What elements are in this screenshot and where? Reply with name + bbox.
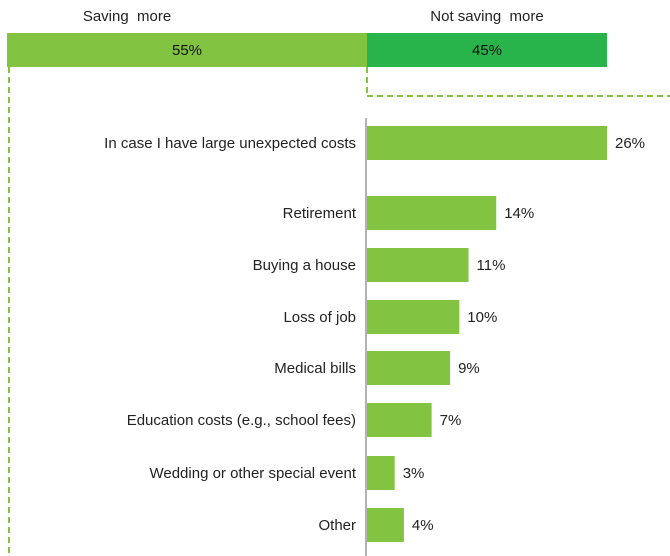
bar xyxy=(367,248,469,282)
bar xyxy=(367,508,404,542)
category-labels: In case I have large unexpected costs Ret… xyxy=(104,135,357,534)
value-label: 14% xyxy=(504,205,534,222)
saving-more-value: 55% xyxy=(171,41,203,59)
dashed-connectors xyxy=(8,67,670,556)
bar xyxy=(367,196,497,230)
not-saving-more-value: 45% xyxy=(471,41,503,59)
category-label: Loss of job xyxy=(283,309,356,326)
bar xyxy=(367,456,395,490)
category-label: Wedding or other special event xyxy=(149,465,356,482)
value-label: 10% xyxy=(467,309,497,326)
value-labels: 26% 14% 11% 10% 9% 7% 3% 4% xyxy=(403,135,645,534)
value-label: 11% xyxy=(477,257,506,274)
not-saving-more-segment: 45% xyxy=(367,33,607,67)
value-label: 26% xyxy=(615,135,645,152)
value-label: 3% xyxy=(403,465,425,482)
bar xyxy=(367,300,460,334)
saving-more-label: Saving more xyxy=(82,8,172,25)
category-label: Buying a house xyxy=(253,257,356,274)
value-label: 4% xyxy=(412,517,434,534)
not-saving-more-label: Not saving more xyxy=(430,8,544,25)
bar xyxy=(367,403,432,437)
value-label: 9% xyxy=(458,360,480,377)
category-label: In case I have large unexpected costs xyxy=(104,135,356,152)
bar xyxy=(367,351,451,385)
category-label: Education costs (e.g., school fees) xyxy=(127,412,356,429)
category-label: Medical bills xyxy=(274,360,356,377)
bar xyxy=(367,126,607,160)
category-label: Other xyxy=(318,517,356,534)
bars xyxy=(367,126,607,542)
value-label: 7% xyxy=(440,412,462,429)
category-label: Retirement xyxy=(283,205,357,222)
saving-more-segment: 55% xyxy=(7,33,367,67)
